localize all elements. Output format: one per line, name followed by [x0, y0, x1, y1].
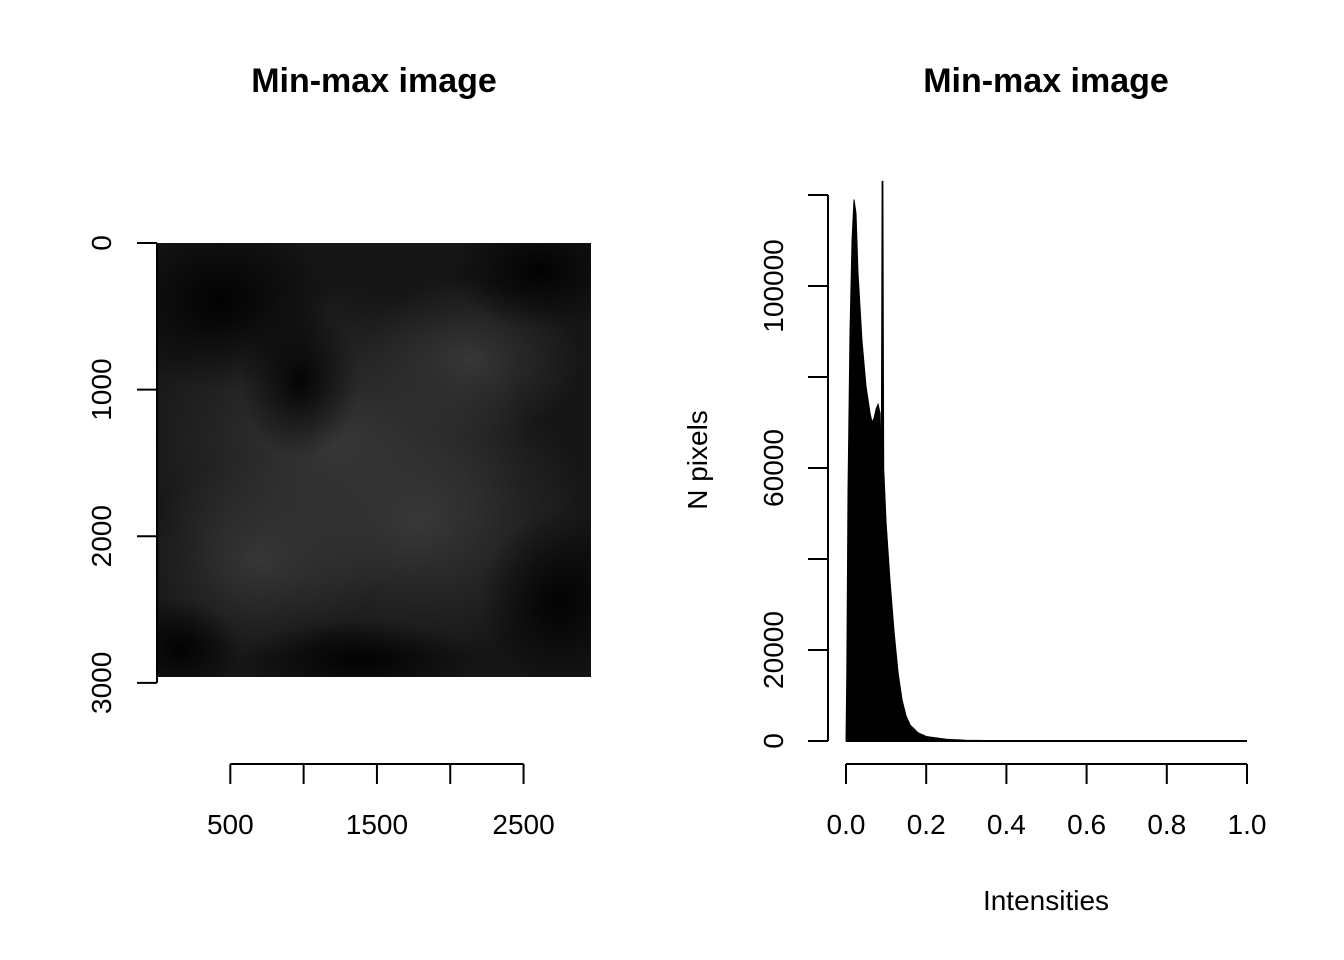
histogram-axes: 0.0 0.2 0.4 0.6 0.8 1.0 0 20000 60000 100000 [758, 194, 1267, 840]
image-y-tick-label: 1000 [86, 358, 117, 420]
histogram-x-tick-label: 0.6 [1067, 809, 1106, 840]
histogram-panel: Min-max image 0.0 0.2 0.4 0.6 0.8 1.0 0 20000 60… [682, 62, 1266, 916]
histogram-y-tick-label: 60000 [758, 429, 789, 507]
histogram-x-tick-label: 0.0 [827, 809, 866, 840]
image-raster [157, 243, 591, 677]
histogram-x-tick-label: 0.8 [1147, 809, 1186, 840]
image-x-tick-label: 1500 [346, 809, 408, 840]
image-axes: 500 1500 2500 0 1000 2000 3000 [86, 235, 555, 840]
histogram-title: Min-max image [923, 62, 1169, 100]
histogram-x-tick-label: 0.2 [907, 809, 946, 840]
histogram-x-tick-label: 1.0 [1228, 809, 1267, 840]
histogram-bars [845, 180, 1247, 742]
image-y-tick-label: 3000 [86, 652, 117, 714]
image-title: Min-max image [251, 62, 497, 100]
image-y-tick-label: 2000 [86, 505, 117, 567]
y-axis-label: N pixels [682, 410, 713, 510]
histogram-y-tick-label: 20000 [758, 611, 789, 689]
image-x-tick-label: 500 [207, 809, 254, 840]
x-axis-label: Intensities [983, 885, 1109, 916]
image-y-tick-label: 0 [86, 235, 117, 251]
image-panel: Min-max image 500 1500 2500 0 1000 2000 3000 [86, 62, 591, 840]
histogram-y-tick-label: 100000 [758, 239, 789, 332]
image-x-tick-label: 2500 [492, 809, 554, 840]
histogram-x-tick-label: 0.4 [987, 809, 1026, 840]
histogram-y-tick-label: 0 [758, 733, 789, 749]
